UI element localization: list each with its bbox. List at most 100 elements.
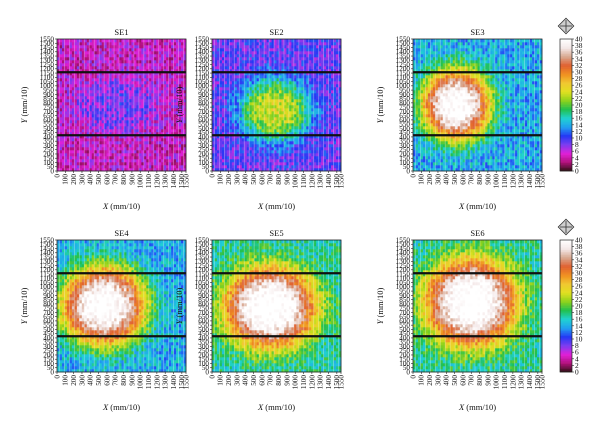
heat-cell (141, 117, 145, 121)
heat-cell (254, 45, 257, 49)
heat-cell (171, 138, 174, 142)
heat-cell (64, 57, 68, 61)
heat-cell (234, 45, 238, 49)
heat-cell (69, 120, 73, 124)
heat-cell (79, 57, 83, 61)
heat-cell (146, 75, 150, 79)
heat-cell (69, 132, 73, 136)
heat-cell (136, 111, 140, 115)
heat-cell (91, 72, 95, 76)
heat-cell (59, 165, 63, 169)
heat-cell (66, 144, 70, 148)
heat-cell (161, 120, 164, 124)
heat-cell (151, 141, 155, 145)
heat-cell (133, 45, 137, 49)
heat-cell (148, 129, 152, 133)
heat-cell (298, 66, 302, 70)
heat-cell (254, 117, 257, 121)
heat-cell (84, 117, 88, 121)
heat-cell (494, 165, 498, 169)
heat-cell (111, 120, 115, 124)
heat-cell (104, 138, 107, 142)
heat-cell (259, 114, 262, 118)
heat-cell (79, 72, 83, 76)
heat-cell (148, 156, 152, 160)
heat-cell (181, 165, 184, 169)
heat-cell (323, 123, 327, 127)
heat-cell (109, 81, 112, 85)
heat-cell (288, 66, 292, 70)
heat-cell (308, 120, 312, 124)
heat-cell (69, 144, 73, 148)
heat-cell (254, 84, 257, 88)
heat-cell (168, 129, 172, 133)
heat-cell (328, 60, 332, 64)
heat-cell (333, 129, 337, 133)
heat-cell (153, 156, 157, 160)
heat-cell (89, 39, 93, 43)
heat-cell (114, 135, 117, 139)
heat-cell (109, 84, 112, 88)
heat-cell (69, 150, 73, 154)
heat-cell (133, 120, 137, 124)
heat-cell (143, 111, 147, 115)
heat-cell (214, 159, 218, 163)
heat-cell (259, 162, 262, 166)
heat-cell (84, 90, 88, 94)
heat-cell (214, 54, 218, 58)
heat-cell (173, 132, 177, 136)
heat-cell (71, 87, 75, 91)
heat-cell (313, 108, 317, 112)
heat-cell (94, 60, 97, 64)
heat-cell (94, 147, 97, 151)
heat-cell (111, 96, 115, 100)
heat-cell (131, 156, 135, 160)
heat-cell (138, 54, 142, 58)
heat-cell (79, 132, 83, 136)
heat-cell (91, 105, 95, 109)
heat-cell (153, 144, 157, 148)
heat-cell (148, 45, 152, 49)
heat-cell (244, 108, 248, 112)
heat-cell (161, 108, 164, 112)
heat-cell (239, 39, 243, 43)
heat-cell (219, 39, 223, 43)
heat-cell (274, 126, 277, 130)
heat-cell (450, 165, 453, 169)
heat-cell (293, 117, 297, 121)
heat-cell (121, 105, 125, 109)
heat-cell (106, 132, 110, 136)
heat-cell (176, 99, 179, 103)
heat-cell (121, 156, 125, 160)
heat-cell (96, 153, 100, 157)
heat-cell (333, 45, 337, 49)
x-tick-label: 500 (95, 174, 103, 185)
heat-cell (74, 48, 78, 52)
heat-cell (153, 159, 157, 163)
heat-cell (219, 159, 223, 163)
heat-cell (94, 54, 97, 58)
heat-cell (76, 126, 80, 130)
heat-cell (278, 150, 282, 154)
heat-cell (293, 126, 297, 130)
heat-cell (333, 153, 337, 157)
x-tick-label: 200 (225, 174, 233, 185)
heat-cell (183, 123, 187, 127)
heat-cell (84, 168, 88, 172)
heat-cell (146, 156, 150, 160)
heat-cell (229, 147, 233, 151)
heat-cell (293, 153, 297, 157)
heat-cell (308, 123, 312, 127)
heat-cell (163, 84, 167, 88)
heat-cell (91, 165, 95, 169)
heat-cell (430, 162, 434, 166)
heat-cell (148, 63, 152, 67)
heat-cell (269, 57, 272, 61)
heat-cell (171, 147, 174, 151)
heat-cell (224, 141, 228, 145)
heat-cell (66, 87, 70, 91)
heat-cell (99, 72, 102, 76)
heat-cell (111, 135, 115, 139)
heat-cell (64, 144, 68, 148)
heat-cell (178, 150, 182, 154)
